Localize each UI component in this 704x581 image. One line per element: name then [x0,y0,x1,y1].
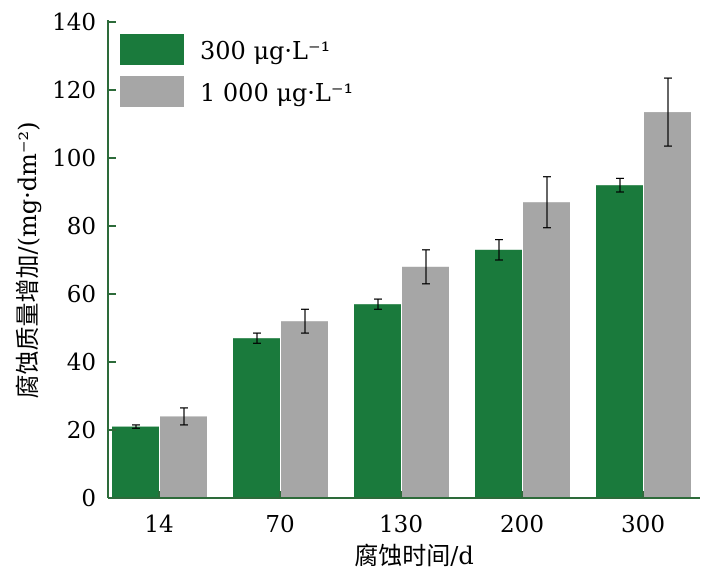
y-tick-label: 20 [67,418,96,444]
y-tick-label: 80 [67,214,96,240]
y-tick-label: 120 [52,78,96,104]
x-tick-label: 200 [500,512,544,538]
legend-swatch [120,34,184,65]
bar [354,304,401,498]
bar [112,426,159,498]
x-tick-label: 130 [379,512,423,538]
legend-label: 300 μg·L⁻¹ [200,37,330,65]
y-tick-label: 60 [67,282,96,308]
bar [281,321,328,498]
legend-swatch [120,76,184,107]
bar [644,112,691,498]
y-tick-label: 0 [81,486,96,512]
bar [596,185,643,498]
bar [160,416,207,498]
x-tick-label: 300 [621,512,665,538]
y-tick-label: 40 [67,350,96,376]
x-tick-label: 70 [265,512,294,538]
y-tick-label: 140 [52,10,96,36]
bar [402,266,449,498]
legend-label: 1 000 μg·L⁻¹ [200,79,353,107]
bar [475,249,522,498]
x-tick-label: 14 [144,512,173,538]
y-axis-label: 腐蚀质量增加/(mg·dm⁻²) [14,122,42,399]
bar [233,338,280,498]
bar [523,202,570,498]
y-tick-label: 100 [52,146,96,172]
x-axis-label: 腐蚀时间/d [354,542,473,570]
